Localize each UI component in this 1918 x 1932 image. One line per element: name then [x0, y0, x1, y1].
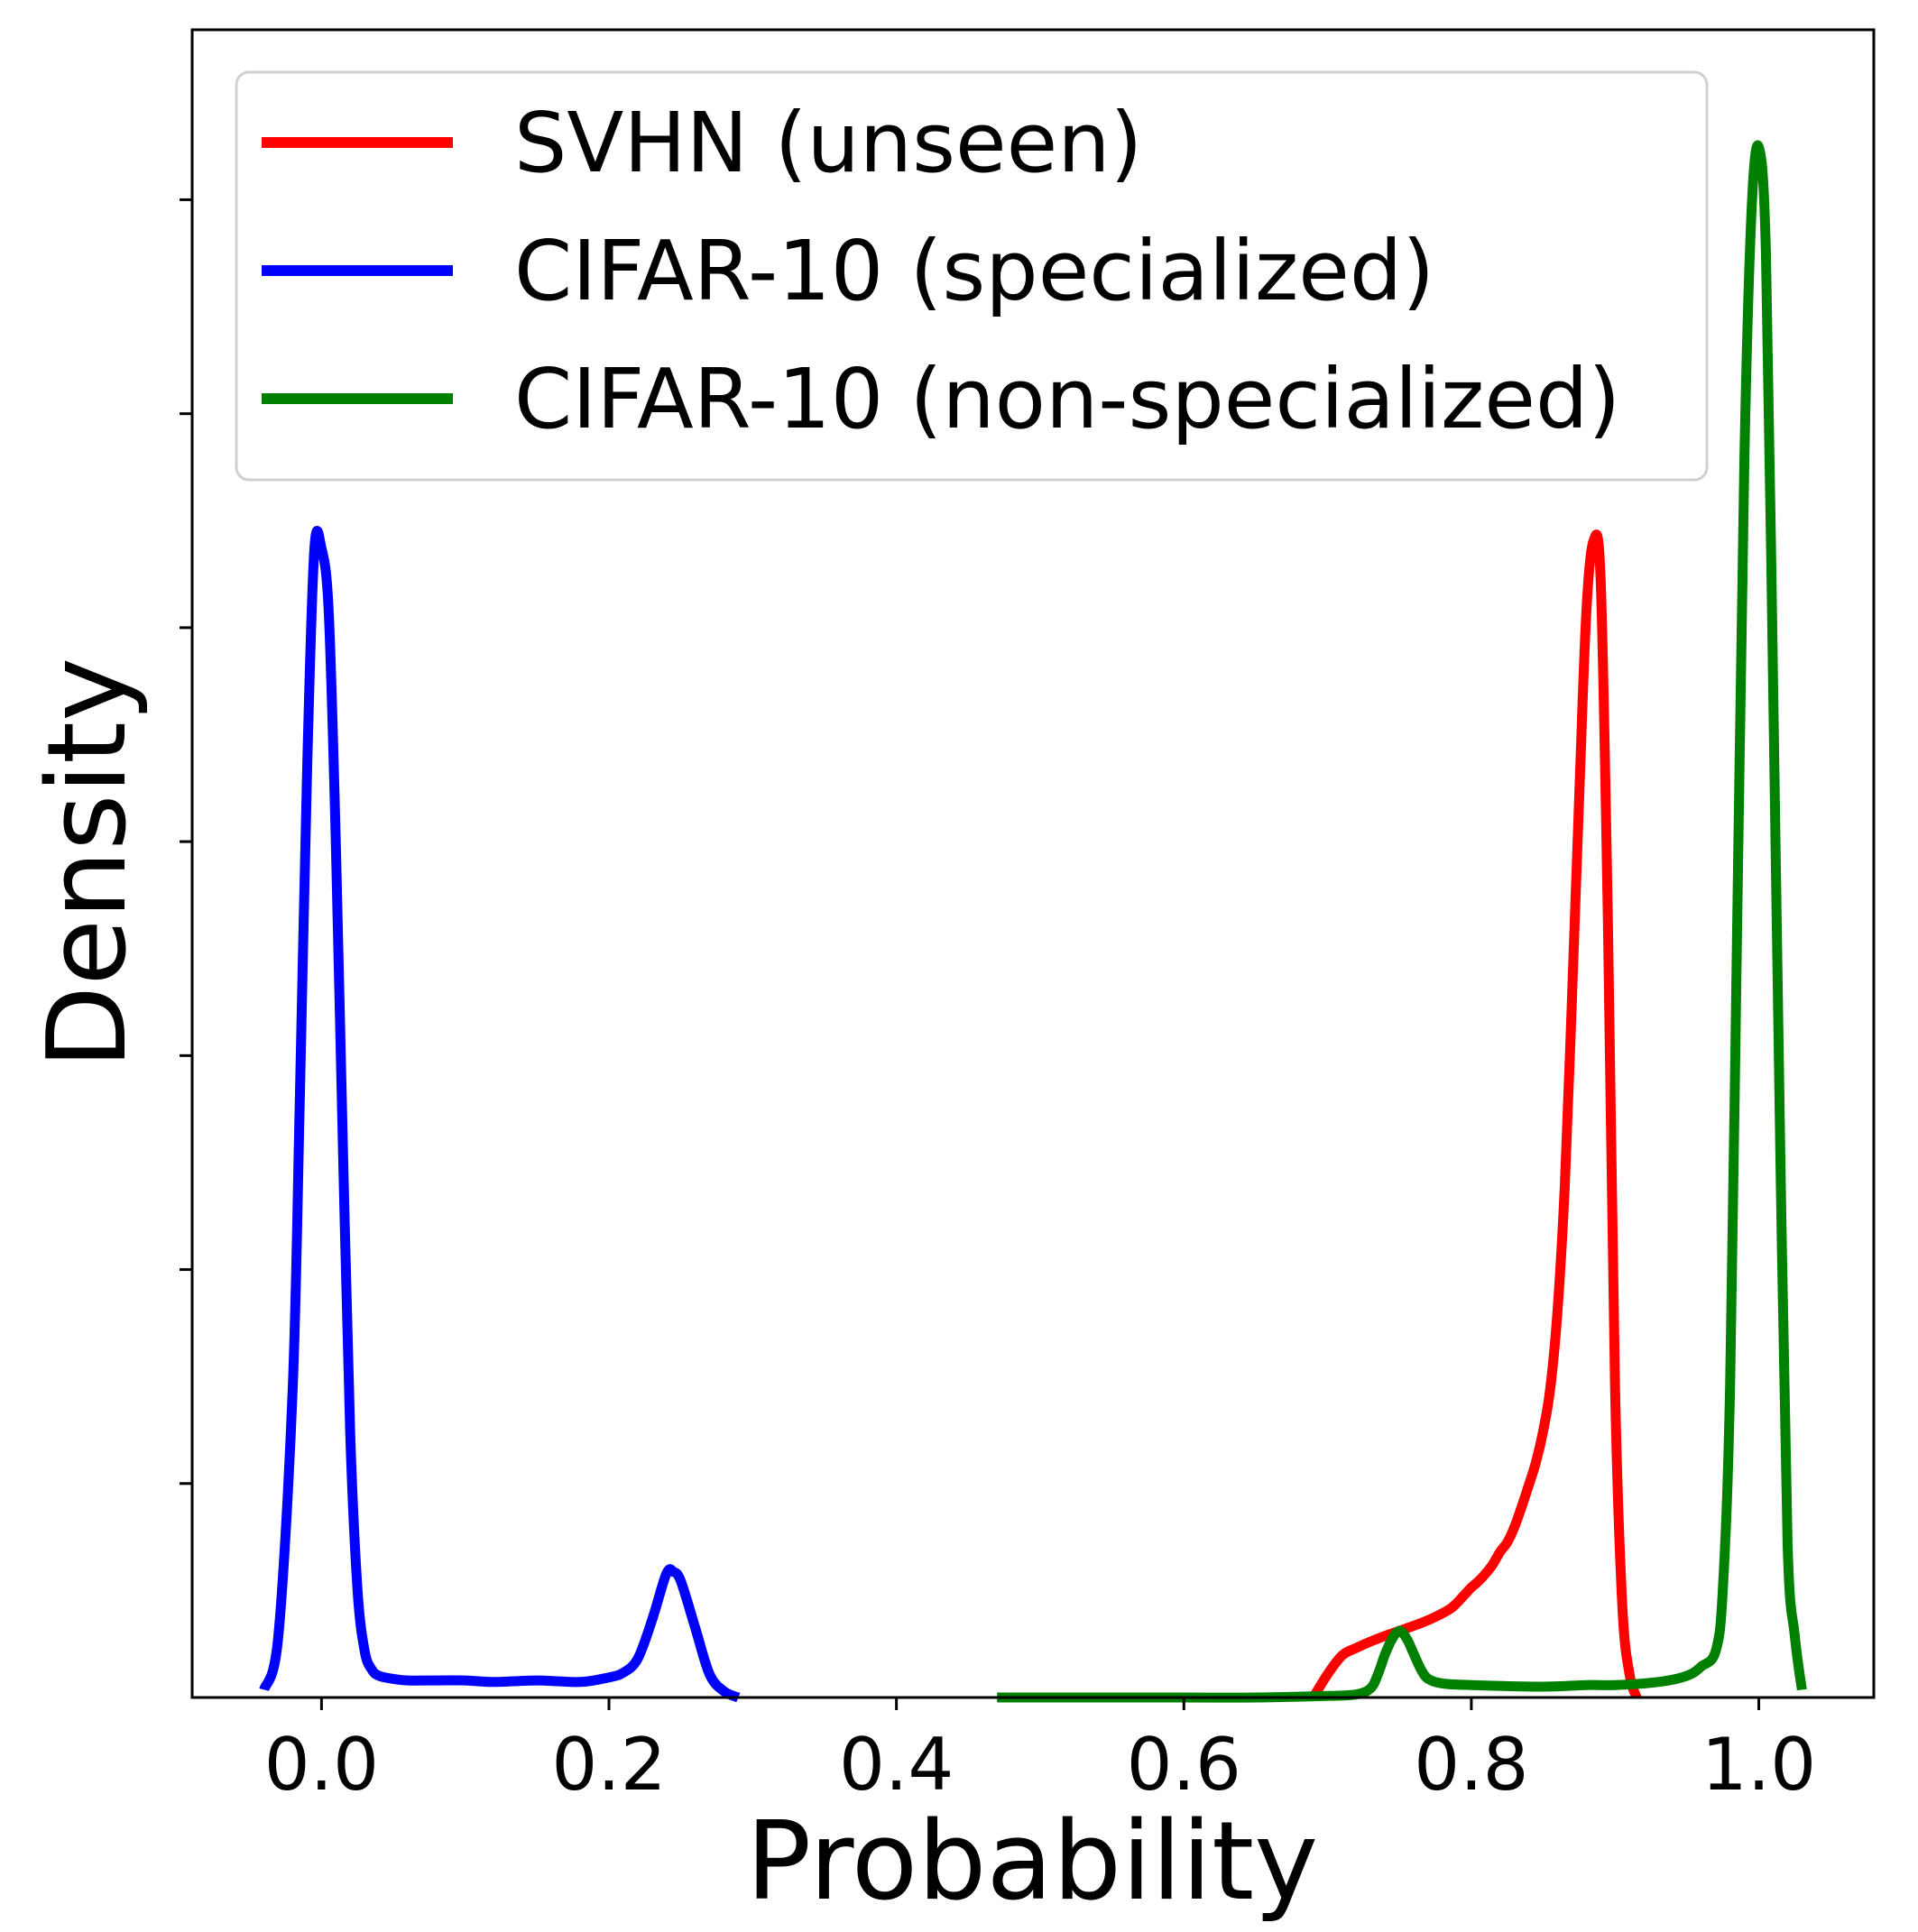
legend: SVHN (unseen) CIFAR-10 (specialized) CIFAR…: [235, 70, 1709, 482]
x-axis-ticks: 0.0 0.2 0.4 0.6 0.8 1.0: [264, 1697, 1816, 1807]
x-tick-label: 0.0: [264, 1723, 379, 1807]
x-tick-label: 0.8: [1414, 1723, 1528, 1807]
y-axis-ticks: [180, 198, 192, 1486]
x-tick-label: 0.6: [1127, 1723, 1241, 1807]
series-line-3: [997, 140, 1807, 1703]
y-axis-label: Density: [25, 658, 151, 1069]
x-tick-label: 1.0: [1701, 1723, 1816, 1807]
x-axis-label: Probability: [746, 1799, 1318, 1925]
series-line-1: [1308, 529, 1642, 1700]
x-tick-label: 0.2: [551, 1723, 666, 1807]
series-line-2: [259, 526, 741, 1703]
legend-label-1: SVHN (unseen): [514, 95, 1142, 191]
plot-frame: [190, 28, 1876, 1699]
legend-label-2: CIFAR-10 (specialized): [514, 223, 1434, 319]
legend-frame: [235, 70, 1709, 482]
series-group: [259, 140, 1807, 1703]
x-tick-label: 0.4: [839, 1723, 954, 1807]
legend-label-3: CIFAR-10 (non-specialized): [514, 351, 1620, 447]
